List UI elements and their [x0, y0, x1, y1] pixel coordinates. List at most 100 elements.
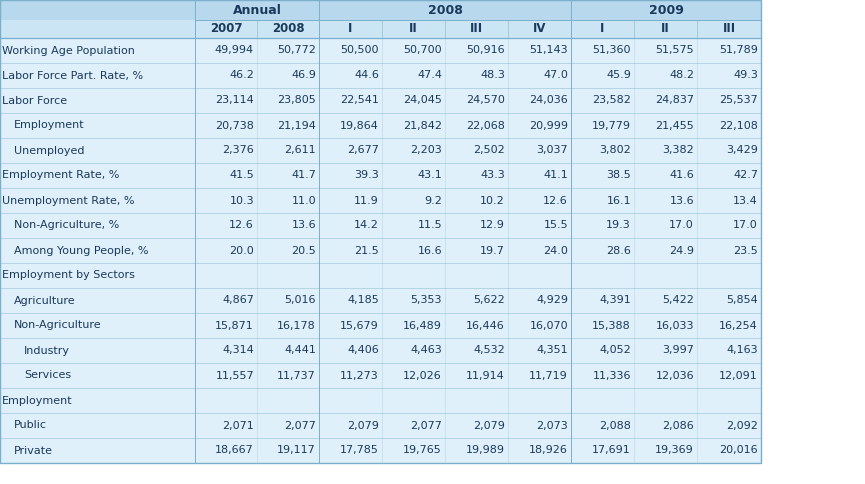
Bar [0, 38, 761, 63]
Text: 50,772: 50,772 [277, 45, 316, 56]
Text: 47.4: 47.4 [417, 71, 442, 80]
Text: 3,802: 3,802 [599, 146, 631, 155]
Text: 11.5: 11.5 [418, 221, 442, 230]
Bar [0, 113, 761, 138]
Text: 13.4: 13.4 [734, 196, 758, 206]
Text: II: II [409, 22, 418, 35]
Text: 10.2: 10.2 [480, 196, 505, 206]
Text: 2,071: 2,071 [222, 421, 254, 430]
Text: 10.3: 10.3 [229, 196, 254, 206]
Text: 19,117: 19,117 [278, 445, 316, 455]
Text: 11,273: 11,273 [340, 370, 379, 380]
Text: 17,691: 17,691 [593, 445, 631, 455]
Text: 23.5: 23.5 [734, 245, 758, 256]
Text: 17,785: 17,785 [340, 445, 379, 455]
Text: 39.3: 39.3 [355, 170, 379, 181]
Text: Services: Services [24, 370, 71, 380]
Text: IV: IV [533, 22, 547, 35]
Text: Employment by Sectors: Employment by Sectors [2, 271, 135, 281]
Text: 43.1: 43.1 [417, 170, 442, 181]
Text: 4,351: 4,351 [536, 346, 568, 356]
Text: 51,143: 51,143 [529, 45, 568, 56]
Text: 2,086: 2,086 [663, 421, 694, 430]
Text: 24,036: 24,036 [529, 95, 568, 106]
Text: Industry: Industry [24, 346, 70, 356]
Text: 14.2: 14.2 [354, 221, 379, 230]
Text: 51,575: 51,575 [656, 45, 694, 56]
Text: 2,677: 2,677 [347, 146, 379, 155]
Text: 11,737: 11,737 [278, 370, 316, 380]
Text: 20.0: 20.0 [229, 245, 254, 256]
Text: 46.2: 46.2 [229, 71, 254, 80]
Text: 2,203: 2,203 [410, 146, 442, 155]
Text: 28.6: 28.6 [606, 245, 631, 256]
Bar [0, 263, 761, 288]
Text: Private: Private [14, 445, 53, 455]
Text: 24,045: 24,045 [403, 95, 442, 106]
Text: 20,016: 20,016 [720, 445, 758, 455]
Text: Labor Force Part. Rate, %: Labor Force Part. Rate, % [2, 71, 143, 80]
Text: 46.9: 46.9 [292, 71, 316, 80]
Text: 43.3: 43.3 [480, 170, 505, 181]
Text: 21,455: 21,455 [656, 121, 694, 131]
Text: 5,353: 5,353 [411, 296, 442, 305]
Text: 24,570: 24,570 [466, 95, 505, 106]
Text: 2008: 2008 [272, 22, 304, 35]
Text: 24,837: 24,837 [655, 95, 694, 106]
Text: 2,079: 2,079 [473, 421, 505, 430]
Text: Annual: Annual [233, 3, 281, 16]
Bar [0, 213, 761, 238]
Text: 16,033: 16,033 [656, 320, 694, 331]
Text: 3,429: 3,429 [726, 146, 758, 155]
Text: 2,376: 2,376 [222, 146, 254, 155]
Text: 5,622: 5,622 [473, 296, 505, 305]
Text: Non-Agriculture, %: Non-Agriculture, % [14, 221, 119, 230]
Text: Non-Agriculture: Non-Agriculture [14, 320, 101, 331]
Bar [0, 388, 761, 413]
Bar [0, 338, 761, 363]
Text: 11,557: 11,557 [215, 370, 254, 380]
Text: 4,163: 4,163 [727, 346, 758, 356]
Text: 41.7: 41.7 [292, 170, 316, 181]
Text: 24.0: 24.0 [543, 245, 568, 256]
Bar [0, 20, 761, 38]
Text: 41.5: 41.5 [229, 170, 254, 181]
Text: 4,314: 4,314 [222, 346, 254, 356]
Text: 22,541: 22,541 [340, 95, 379, 106]
Text: 25,537: 25,537 [720, 95, 758, 106]
Text: 50,700: 50,700 [403, 45, 442, 56]
Text: 2,611: 2,611 [285, 146, 316, 155]
Text: 50,500: 50,500 [341, 45, 379, 56]
Bar [0, 88, 761, 113]
Bar [0, 313, 761, 338]
Bar [0, 438, 761, 463]
Text: 22,068: 22,068 [466, 121, 505, 131]
Text: 21,194: 21,194 [277, 121, 316, 131]
Text: 38.5: 38.5 [606, 170, 631, 181]
Text: 22,108: 22,108 [719, 121, 758, 131]
Text: Agriculture: Agriculture [14, 296, 75, 305]
Text: 4,052: 4,052 [599, 346, 631, 356]
Text: 2,077: 2,077 [284, 421, 316, 430]
Text: 16,446: 16,446 [466, 320, 505, 331]
Text: 11.0: 11.0 [292, 196, 316, 206]
Text: 17.0: 17.0 [670, 221, 694, 230]
Text: 19.7: 19.7 [480, 245, 505, 256]
Text: 2009: 2009 [649, 3, 683, 16]
Text: 15,388: 15,388 [593, 320, 631, 331]
Text: 19,765: 19,765 [403, 445, 442, 455]
Text: 19,989: 19,989 [466, 445, 505, 455]
Text: 3,382: 3,382 [663, 146, 694, 155]
Text: 4,463: 4,463 [410, 346, 442, 356]
Bar [0, 63, 761, 88]
Bar [0, 188, 761, 213]
Text: 48.3: 48.3 [480, 71, 505, 80]
Bar [0, 288, 761, 313]
Text: 4,406: 4,406 [347, 346, 379, 356]
Text: 17.0: 17.0 [734, 221, 758, 230]
Text: 4,532: 4,532 [473, 346, 505, 356]
Text: I: I [349, 22, 353, 35]
Text: 12,026: 12,026 [403, 370, 442, 380]
Text: 4,929: 4,929 [536, 296, 568, 305]
Text: 49.3: 49.3 [734, 71, 758, 80]
